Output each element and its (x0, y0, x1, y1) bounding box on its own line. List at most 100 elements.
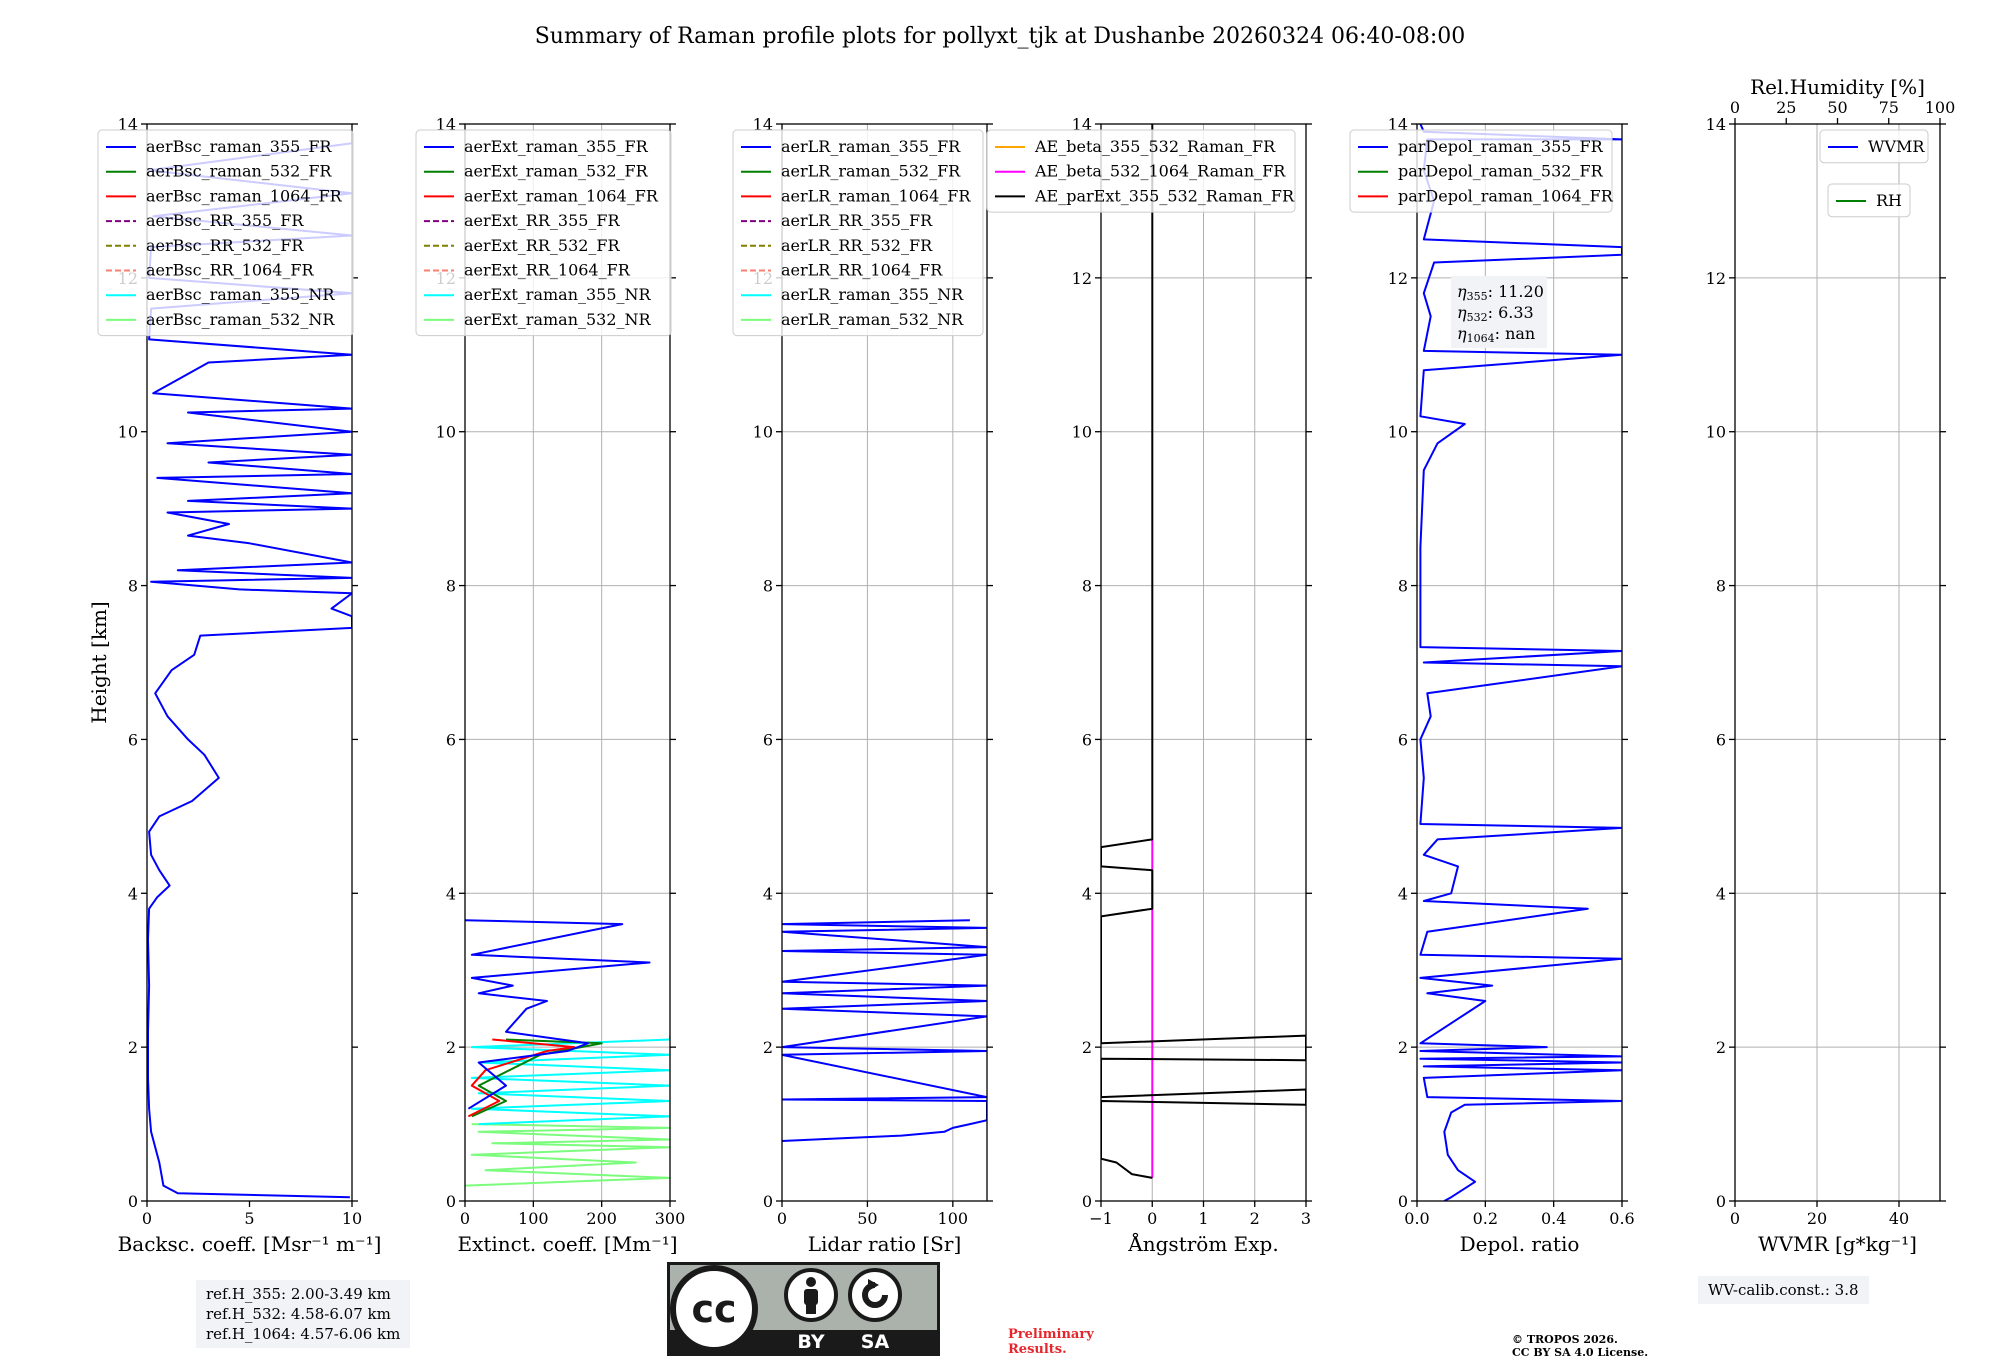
panel-ext: 024681012140100200300Extinct. coeff. [Mm… (415, 115, 686, 1256)
legend: aerLR_raman_355_FR aerLR_raman_532_FR aerL… (732, 129, 984, 337)
series-line-parDepol_raman_355_FR (1419, 124, 1622, 1201)
ytick-label: 10 (753, 423, 773, 442)
xtick-label: 300 (655, 1209, 686, 1228)
series-line-aerExt_raman_355_FR (465, 919, 651, 1110)
copyright-line-2: CC BY SA 4.0 License. (1512, 1346, 1649, 1359)
ytick-label: 4 (446, 884, 456, 903)
legend-label: parDepol_raman_1064_FR (1398, 186, 1614, 205)
xtick-label: 1 (1198, 1209, 1208, 1228)
ytick-label: 4 (763, 884, 773, 903)
legend: aerExt_raman_355_FR aerExt_raman_532_FRae… (415, 129, 672, 337)
panels: 024681012140510Backsc. coeff. [Msr⁻¹ m⁻¹… (87, 75, 1955, 1256)
legend: WVMR (1819, 129, 1929, 164)
cc-circle-icon (670, 1265, 758, 1353)
xtick-top-label: 100 (1925, 98, 1956, 117)
xtick-top-label: 75 (1879, 98, 1899, 117)
ytick-label: 14 (118, 115, 138, 134)
legend-label: aerLR_RR_1064_FR (781, 261, 943, 280)
ytick-label: 10 (1072, 423, 1092, 442)
ref-h-355: ref.H_355: 2.00-3.49 km (206, 1285, 391, 1303)
legend-label: aerLR_raman_1064_FR (781, 186, 971, 205)
ytick-label: 2 (128, 1038, 138, 1057)
xtick-label: 100 (518, 1209, 549, 1228)
ytick-label: 4 (128, 884, 138, 903)
copyright-line-1: © TROPOS 2026. (1512, 1333, 1618, 1346)
ytick-label: 12 (1388, 269, 1408, 288)
ytick-label: 4 (1716, 884, 1726, 903)
legend-label: AE_beta_355_532_Raman_FR (1034, 137, 1276, 156)
xtick-label: 0.0 (1404, 1209, 1429, 1228)
figure-title: Summary of Raman profile plots for polly… (535, 24, 1466, 49)
ytick-label: 0 (1398, 1192, 1408, 1211)
legend-label: aerLR_RR_532_FR (781, 236, 933, 255)
xlabel: WVMR [g*kg⁻¹] (1758, 1232, 1917, 1256)
ytick-label: 14 (1388, 115, 1408, 134)
legend-label: aerBsc_raman_532_NR (146, 310, 335, 329)
legend-label: aerExt_RR_532_FR (464, 236, 621, 255)
legend-label: aerBsc_raman_355_NR (146, 285, 335, 304)
legend-label: aerBsc_RR_1064_FR (146, 261, 315, 280)
series-line-aerBsc_raman_355_FR (147, 131, 352, 1199)
xtick-label: 100 (938, 1209, 969, 1228)
legend-label: aerExt_raman_532_NR (464, 310, 652, 329)
by-text: BY (797, 1331, 824, 1353)
legend-label: aerExt_RR_1064_FR (464, 261, 631, 280)
panel-depol: 0 2 4 6 8 10 12 14 0.0 0.2 0.4 0.6 Depol. ratio parDe… (1349, 115, 1635, 1256)
legend-label: aerExt_RR_355_FR (464, 211, 621, 230)
legend-frame (97, 129, 354, 337)
sa-text: SA (861, 1331, 890, 1353)
sa-share-icon (848, 1268, 902, 1322)
legend: AE_beta_355_532_Raman_FR AE_beta_532_1064… (986, 129, 1296, 213)
ytick-label: 12 (1706, 269, 1726, 288)
copyright-note: © TROPOS 2026. CC BY SA 4.0 License. (1512, 1333, 1648, 1359)
ytick-label: 8 (1398, 577, 1408, 596)
legend-label: aerExt_raman_355_NR (464, 285, 652, 304)
xlabel: Extinct. coeff. [Mm⁻¹] (457, 1232, 677, 1256)
ytick-label: 6 (128, 730, 138, 749)
cc-by-sa-logo: cc BY SA (667, 1262, 940, 1356)
legend-label: RH (1876, 191, 1902, 210)
legend-frame (1349, 129, 1613, 213)
ytick-label: 2 (1716, 1038, 1726, 1057)
legend-frame (415, 129, 672, 337)
xtick-label: 0 (1147, 1209, 1157, 1228)
eta-label: η1064: nan (1457, 324, 1535, 345)
legend-label: aerBsc_raman_355_FR (146, 137, 332, 156)
legend-label: parDepol_raman_532_FR (1398, 162, 1604, 181)
ytick-label: 14 (1706, 115, 1726, 134)
eta-label: η532: 6.33 (1457, 303, 1534, 324)
plot-frame (1416, 123, 1623, 1202)
ytick-label: 0 (1716, 1192, 1726, 1211)
ytick-label: 8 (1716, 577, 1726, 596)
ytick-label: 2 (446, 1038, 456, 1057)
data-lines (782, 919, 987, 1142)
preliminary-line-1: Preliminary (1008, 1327, 1094, 1342)
data-lines (1419, 124, 1622, 1201)
ytick-label: 4 (1398, 884, 1408, 903)
ytick-label: 10 (1706, 423, 1726, 442)
eta-label: η355: 11.20 (1457, 282, 1544, 303)
xlabel: Ångström Exp. (1127, 1231, 1278, 1256)
ytick-label: 14 (436, 115, 456, 134)
legend-label: aerLR_raman_532_FR (781, 162, 961, 181)
legend-label: aerBsc_RR_355_FR (146, 211, 304, 230)
preliminary-results-note: Preliminary Results. (1008, 1327, 1094, 1357)
legend-label: aerLR_raman_532_NR (781, 310, 964, 329)
legend-label: WVMR (1868, 137, 1925, 156)
xtick-label: 10 (342, 1209, 362, 1228)
legend-frame (732, 129, 984, 337)
ytick-label: 10 (436, 423, 456, 442)
data-lines (147, 131, 352, 1199)
data-lines (465, 919, 670, 1187)
ytick-label: 10 (1388, 423, 1408, 442)
ytick-label: 12 (1072, 269, 1092, 288)
xlabel: Lidar ratio [Sr] (808, 1232, 962, 1256)
legend-label: aerExt_raman_532_FR (464, 162, 649, 181)
series-line-aerLR_raman_355_FR (782, 919, 987, 1142)
legend-label: AE_beta_532_1064_Raman_FR (1034, 162, 1286, 181)
xlabel: Backsc. coeff. [Msr⁻¹ m⁻¹] (118, 1232, 382, 1256)
xtick-label: 5 (244, 1209, 254, 1228)
xtick-label: 0.6 (1609, 1209, 1634, 1228)
plot-frame (1734, 123, 1941, 1202)
ytick-label: 6 (1398, 730, 1408, 749)
